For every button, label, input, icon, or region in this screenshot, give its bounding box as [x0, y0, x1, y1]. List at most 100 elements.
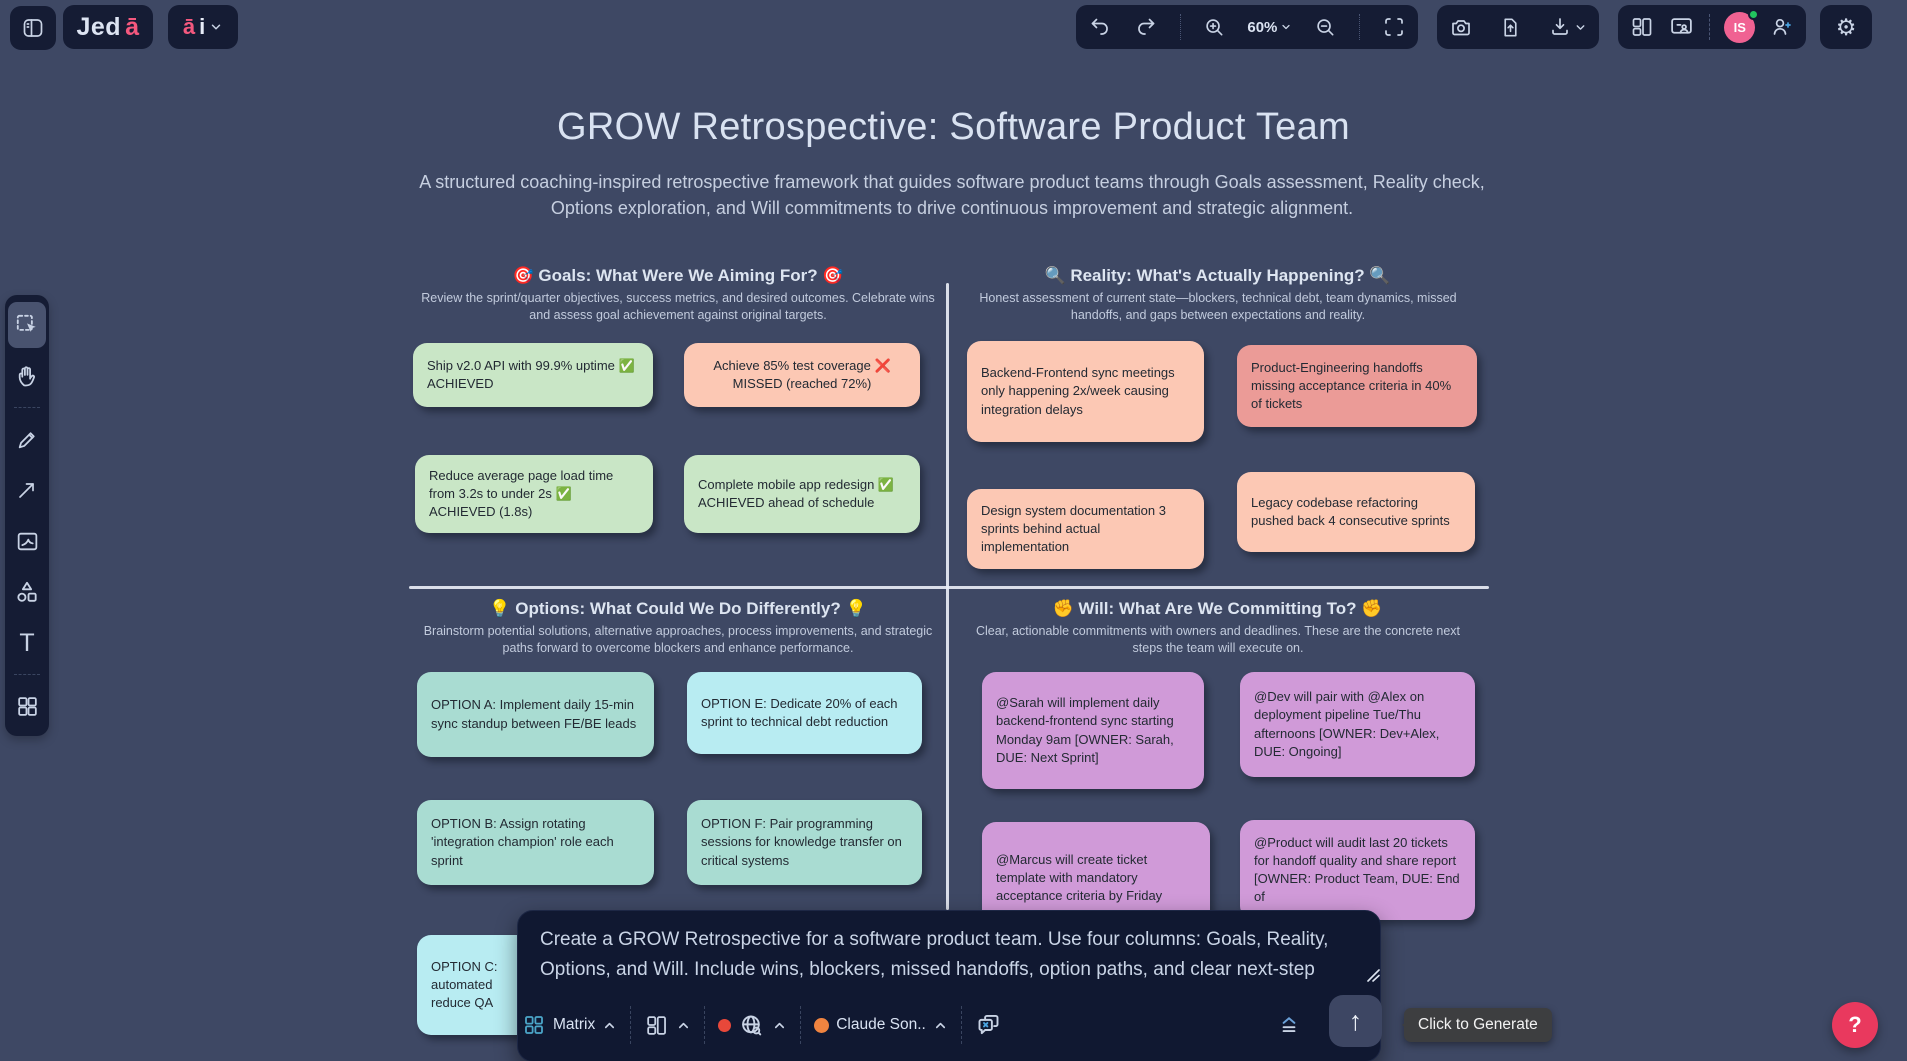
prompt-input[interactable]: Create a GROW Retrospective for a softwa… — [540, 929, 1329, 981]
sticky-note-will-2[interactable]: @Dev will pair with @Alex on deployment … — [1240, 672, 1475, 777]
chevron-down-icon — [1576, 24, 1585, 30]
canvas-tool-rail: T — [5, 295, 49, 736]
sticky-note-option-a[interactable]: OPTION A: Implement daily 15-min sync st… — [417, 672, 654, 757]
will-quadrant-title[interactable]: ✊ Will: What Are We Committing To? ✊ — [1052, 599, 1383, 618]
jeda-logo-button[interactable]: Jed ā — [63, 5, 153, 49]
ai-prompt-panel — [517, 910, 1381, 1061]
sticky-note-reality-3[interactable]: Design system documentation 3 sprints be… — [967, 489, 1204, 569]
zoom-level-dropdown[interactable]: 60% — [1247, 19, 1292, 36]
sticky-note-goal-4[interactable]: Complete mobile app redesign ✅ ACHIEVED … — [684, 455, 920, 533]
tooltip-text: Click to Generate — [1418, 1016, 1538, 1033]
panel-left-icon — [21, 16, 45, 40]
chevron-up-icon — [605, 1022, 615, 1028]
online-status-dot — [1748, 8, 1760, 20]
sticky-note-goal-3[interactable]: Reduce average page load time from 3.2s … — [415, 455, 653, 533]
red-status-dot — [718, 1018, 732, 1032]
pen-tool[interactable] — [8, 416, 46, 462]
sticky-note-option-f[interactable]: OPTION F: Pair programming sessions for … — [687, 800, 922, 885]
image-tool[interactable] — [8, 518, 46, 564]
toolbar-divider — [1179, 14, 1181, 40]
matrix-grid-icon — [525, 1016, 543, 1034]
gear-icon: ⚙ — [1835, 13, 1857, 40]
shapes-icon — [17, 581, 37, 602]
layout-panels-button[interactable] — [1630, 15, 1654, 39]
pan-hand-tool[interactable] — [8, 353, 46, 399]
sticky-note-reality-4[interactable]: Legacy codebase refactoring pushed back … — [1237, 472, 1475, 552]
resize-icon — [1367, 969, 1380, 982]
sticky-note-text: Legacy codebase refactoring pushed back … — [1251, 494, 1450, 528]
quadrant-horizontal-divider — [409, 586, 1489, 589]
quadrant-vertical-divider — [946, 283, 949, 910]
image-icon — [17, 532, 37, 550]
sticky-note-will-4[interactable]: @Product will audit last 20 tickets for … — [1240, 820, 1475, 920]
options-quadrant-description[interactable]: Brainstorm potential solutions, alternat… — [423, 624, 933, 656]
capture-export-toolbar — [1437, 5, 1599, 49]
redo-button[interactable] — [1134, 15, 1158, 39]
sticky-note-option-e[interactable]: OPTION E: Dedicate 20% of each sprint to… — [687, 672, 922, 754]
tool-divider — [14, 407, 40, 408]
board-subtitle[interactable]: A structured coaching-inspired retrospec… — [419, 172, 1485, 218]
select-tool[interactable] — [8, 302, 46, 348]
sidebar-toggle-button[interactable] — [10, 6, 56, 50]
invite-user-button[interactable] — [1770, 15, 1794, 39]
undo-button[interactable] — [1088, 15, 1112, 39]
fit-screen-button[interactable] — [1382, 15, 1406, 39]
templates-grid-tool[interactable] — [8, 683, 46, 729]
ai-plain: i — [199, 14, 206, 39]
sticky-note-option-b[interactable]: OPTION B: Assign rotating 'integration c… — [417, 800, 654, 885]
toolbar-divider — [1708, 14, 1710, 40]
text-tool[interactable]: T — [8, 620, 46, 666]
sticky-note-text: Product-Engineering handoffs missing acc… — [1251, 359, 1452, 412]
logo-text: Jed — [76, 12, 122, 41]
layout-selector[interactable] — [644, 1013, 691, 1038]
goals-quadrant-description[interactable]: Review the sprint/quarter objectives, su… — [421, 291, 935, 323]
screenshot-camera-button[interactable] — [1449, 15, 1473, 39]
user-avatar[interactable]: IS — [1724, 8, 1760, 43]
sticky-note-text: Complete mobile app redesign ✅ ACHIEVED … — [698, 476, 895, 510]
generate-tooltip: Click to Generate — [1402, 1008, 1552, 1042]
clear-chat-button[interactable] — [975, 1012, 1002, 1039]
reality-quadrant-description[interactable]: Honest assessment of current state—block… — [979, 291, 1457, 323]
settings-button[interactable]: ⚙ — [1820, 5, 1872, 49]
sticky-note-goal-1[interactable]: Ship v2.0 API with 99.9% uptime ✅ ACHIEV… — [413, 343, 653, 407]
sticky-note-text: Ship v2.0 API with 99.9% uptime ✅ ACHIEV… — [427, 357, 635, 391]
download-menu-button[interactable] — [1548, 15, 1587, 39]
web-search-selector[interactable] — [718, 1012, 787, 1039]
sticky-note-text: OPTION B: Assign rotating 'integration c… — [431, 816, 614, 868]
will-quadrant-description[interactable]: Clear, actionable commitments with owner… — [975, 624, 1461, 656]
toolbar-divider — [1359, 14, 1361, 40]
generate-button[interactable]: ↑ — [1329, 995, 1382, 1047]
sticky-note-text: OPTION E: Dedicate 20% of each sprint to… — [701, 695, 898, 729]
presentation-button[interactable] — [1669, 15, 1694, 40]
sticky-note-goal-2[interactable]: Achieve 85% test coverage ❌ MISSED (reac… — [684, 343, 920, 407]
help-button[interactable]: ? — [1832, 1002, 1878, 1048]
sticky-note-will-1[interactable]: @Sarah will implement daily backend-fron… — [982, 672, 1204, 789]
history-zoom-toolbar: 60% — [1076, 5, 1418, 49]
zoom-value: 60% — [1247, 18, 1278, 36]
sticky-note-reality-2[interactable]: Product-Engineering handoffs missing acc… — [1237, 345, 1477, 427]
file-upload-button[interactable] — [1499, 16, 1522, 39]
prompt-resize-handle[interactable] — [1366, 969, 1382, 983]
sticky-note-text: @Product will audit last 20 tickets for … — [1254, 834, 1460, 905]
claude-model-dot — [814, 1017, 830, 1033]
up-arrow-icon: ↑ — [1348, 1005, 1363, 1036]
arrow-connector-tool[interactable] — [8, 467, 46, 513]
ai-model-selector[interactable]: Claude Son.. — [814, 1016, 948, 1034]
collapse-prompt-button[interactable] — [1276, 1012, 1302, 1038]
zoom-in-button[interactable] — [1203, 16, 1226, 39]
zoom-out-button[interactable] — [1314, 16, 1337, 39]
question-mark-icon: ? — [1848, 1012, 1862, 1037]
chevron-up-icon — [679, 1022, 689, 1028]
reality-quadrant-title[interactable]: 🔍 Reality: What's Actually Happening? 🔍 — [1044, 266, 1391, 285]
goals-quadrant-title[interactable]: 🎯 Goals: What Were We Aiming For? 🎯 — [512, 266, 844, 285]
options-quadrant-title[interactable]: 💡 Options: What Could We Do Differently?… — [489, 599, 867, 618]
template-matrix-selector[interactable]: Matrix — [522, 1013, 617, 1037]
chevron-down-icon — [209, 20, 223, 34]
sticky-note-reality-1[interactable]: Backend-Frontend sync meetings only happ… — [967, 341, 1204, 442]
chat-close-icon — [978, 1014, 999, 1034]
logo-accent: ā — [125, 12, 140, 41]
board-title[interactable]: GROW Retrospective: Software Product Tea… — [557, 106, 1350, 148]
shapes-tool[interactable] — [8, 569, 46, 615]
